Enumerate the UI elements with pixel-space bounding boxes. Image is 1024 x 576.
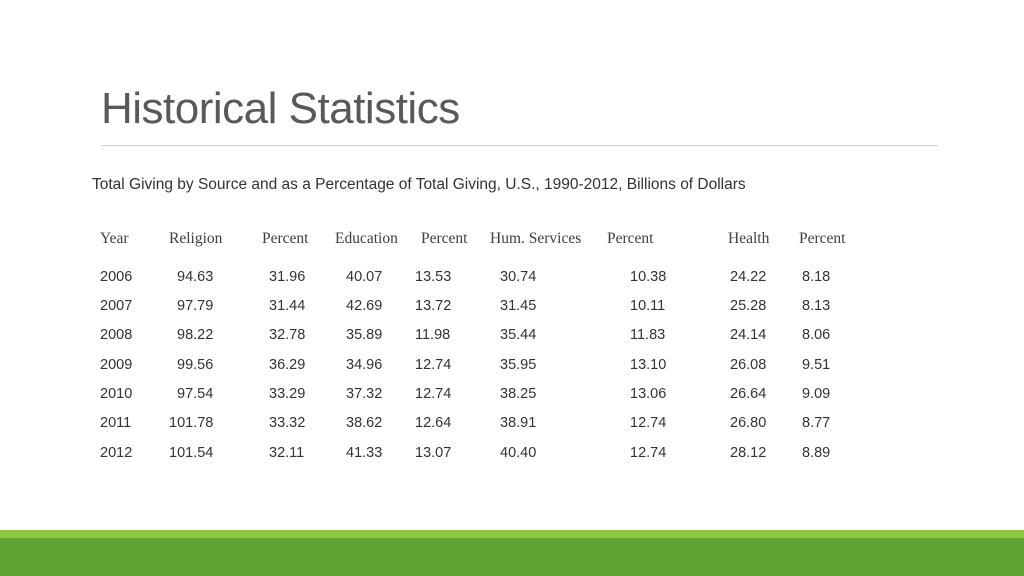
header-education: Education	[335, 230, 398, 247]
header-religion: Religion	[169, 230, 223, 247]
cell-health: 26.64	[730, 386, 767, 402]
cell-education: 40.07	[346, 269, 383, 285]
cell-health: 28.12	[730, 445, 767, 461]
cell-year: 2010	[100, 386, 133, 402]
cell-year: 2011	[100, 415, 132, 431]
cell-health-percent: 8.77	[802, 415, 831, 431]
table-caption: Total Giving by Source and as a Percenta…	[92, 176, 746, 193]
cell-religion: 98.22	[177, 327, 214, 343]
footer-accent-bar-light	[0, 530, 1024, 538]
title-divider	[101, 145, 938, 146]
header-human-services: Hum. Services	[490, 230, 582, 247]
cell-religion: 99.56	[177, 357, 214, 373]
cell-human-services: 30.74	[500, 269, 537, 285]
table-row: 2011 101.78 33.32 38.62 12.64 38.91 12.7…	[0, 415, 1024, 437]
cell-human-services-percent: 13.10	[630, 357, 667, 373]
cell-year: 2006	[100, 269, 133, 285]
header-human-services-percent: Percent	[607, 230, 654, 247]
cell-education: 42.69	[346, 298, 383, 314]
header-year: Year	[100, 230, 129, 247]
cell-human-services-percent: 10.11	[630, 298, 666, 314]
cell-education: 41.33	[346, 445, 383, 461]
cell-education-percent: 13.72	[415, 298, 452, 314]
cell-health: 24.22	[730, 269, 767, 285]
cell-health: 26.80	[730, 415, 767, 431]
cell-education: 35.89	[346, 327, 383, 343]
cell-religion: 94.63	[177, 269, 214, 285]
slide-title: Historical Statistics	[101, 84, 460, 133]
header-health: Health	[728, 230, 770, 247]
cell-religion-percent: 33.29	[269, 386, 306, 402]
table-row: 2010 97.54 33.29 37.32 12.74 38.25 13.06…	[0, 386, 1024, 408]
cell-human-services: 35.95	[500, 357, 537, 373]
table-row: 2012 101.54 32.11 41.33 13.07 40.40 12.7…	[0, 445, 1024, 467]
cell-religion-percent: 33.32	[269, 415, 306, 431]
cell-religion-percent: 31.44	[269, 298, 306, 314]
cell-human-services: 38.25	[500, 386, 537, 402]
cell-religion-percent: 36.29	[269, 357, 306, 373]
header-education-percent: Percent	[421, 230, 468, 247]
cell-health-percent: 8.06	[802, 327, 831, 343]
cell-human-services-percent: 13.06	[630, 386, 667, 402]
cell-health-percent: 9.51	[802, 357, 831, 373]
cell-education-percent: 12.74	[415, 357, 452, 373]
cell-human-services-percent: 12.74	[630, 445, 667, 461]
cell-year: 2008	[100, 327, 133, 343]
cell-health: 26.08	[730, 357, 767, 373]
footer-accent-bar-dark	[0, 538, 1024, 576]
table-row: 2006 94.63 31.96 40.07 13.53 30.74 10.38…	[0, 269, 1024, 291]
cell-religion-percent: 32.11	[269, 445, 305, 461]
cell-health: 25.28	[730, 298, 767, 314]
header-health-percent: Percent	[799, 230, 846, 247]
cell-religion-percent: 32.78	[269, 327, 306, 343]
cell-human-services: 38.91	[500, 415, 537, 431]
header-religion-percent: Percent	[262, 230, 309, 247]
cell-health: 24.14	[730, 327, 767, 343]
table-row: 2007 97.79 31.44 42.69 13.72 31.45 10.11…	[0, 298, 1024, 320]
cell-education-percent: 13.07	[415, 445, 452, 461]
cell-religion: 97.79	[177, 298, 214, 314]
cell-year: 2012	[100, 445, 133, 461]
cell-education: 38.62	[346, 415, 383, 431]
cell-human-services: 31.45	[500, 298, 537, 314]
cell-human-services-percent: 10.38	[630, 269, 667, 285]
cell-human-services: 40.40	[500, 445, 537, 461]
table-row: 2009 99.56 36.29 34.96 12.74 35.95 13.10…	[0, 357, 1024, 379]
cell-human-services-percent: 12.74	[630, 415, 667, 431]
cell-religion: 97.54	[177, 386, 214, 402]
cell-religion: 101.78	[169, 415, 214, 431]
cell-human-services-percent: 11.83	[630, 327, 666, 343]
cell-year: 2007	[100, 298, 133, 314]
cell-health-percent: 9.09	[802, 386, 831, 402]
cell-human-services: 35.44	[500, 327, 537, 343]
cell-education: 37.32	[346, 386, 383, 402]
cell-education-percent: 11.98	[415, 327, 451, 343]
cell-education: 34.96	[346, 357, 383, 373]
cell-year: 2009	[100, 357, 133, 373]
cell-health-percent: 8.89	[802, 445, 831, 461]
table-row: 2008 98.22 32.78 35.89 11.98 35.44 11.83…	[0, 327, 1024, 349]
cell-religion-percent: 31.96	[269, 269, 306, 285]
cell-health-percent: 8.18	[802, 269, 831, 285]
cell-education-percent: 12.74	[415, 386, 452, 402]
cell-health-percent: 8.13	[802, 298, 831, 314]
cell-education-percent: 12.64	[415, 415, 452, 431]
cell-education-percent: 13.53	[415, 269, 452, 285]
cell-religion: 101.54	[169, 445, 214, 461]
